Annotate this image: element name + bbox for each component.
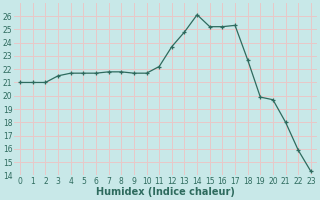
X-axis label: Humidex (Indice chaleur): Humidex (Indice chaleur) [96,187,235,197]
